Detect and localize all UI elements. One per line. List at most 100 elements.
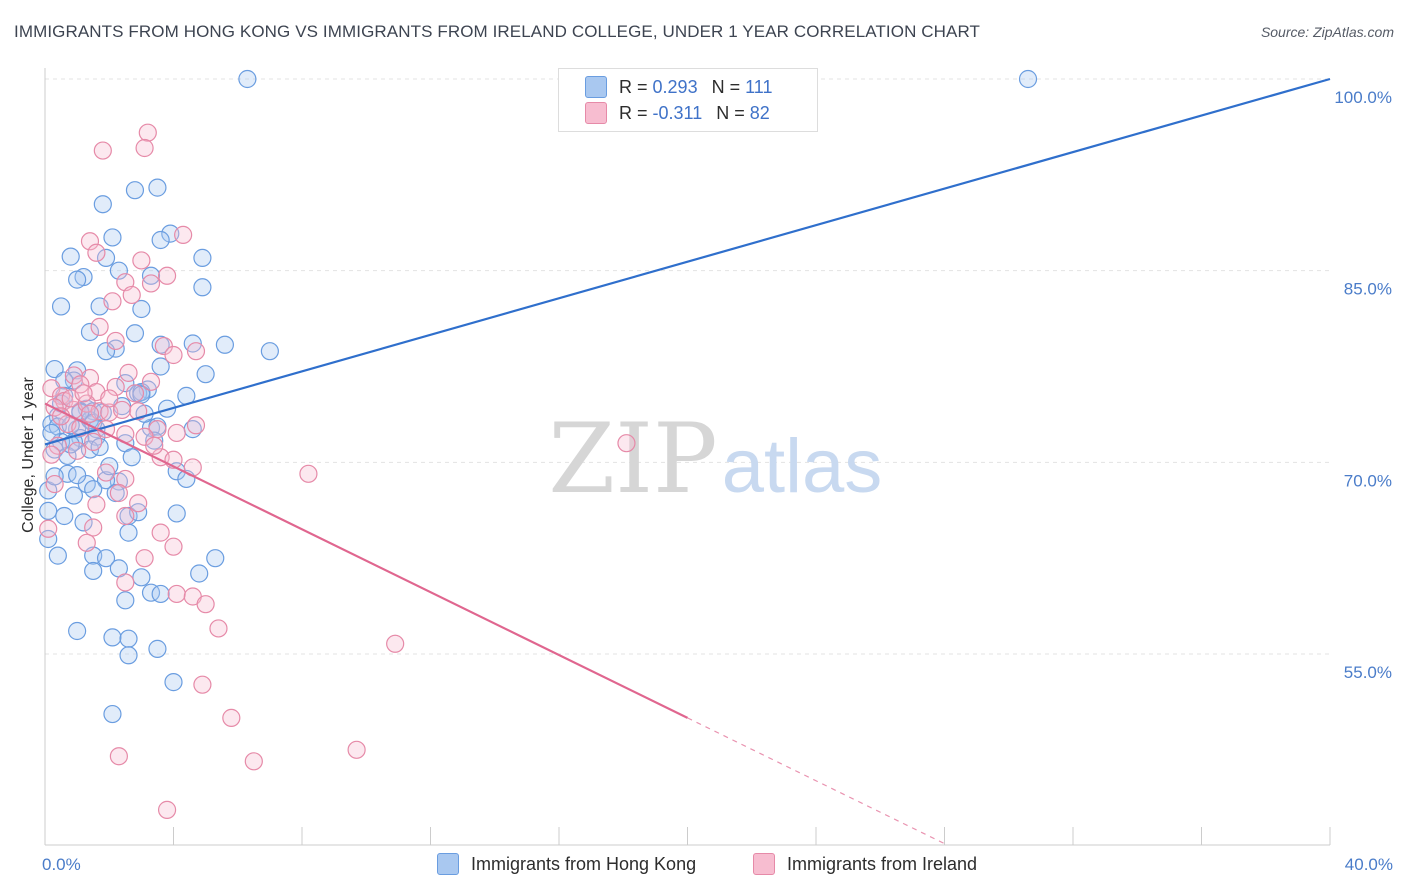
data-point [109,261,128,280]
data-point [42,445,61,464]
data-point [87,495,106,514]
data-point [122,285,141,305]
trend-line-hong-kong [44,77,1331,446]
chart-title: IMMIGRANTS FROM HONG KONG VS IMMIGRANTS … [14,22,981,41]
data-point [186,416,206,435]
data-point [215,335,234,354]
data-point [122,448,141,467]
y-tick-label: 85.0% [1344,280,1392,299]
data-point [68,466,87,485]
data-point [84,518,103,537]
data-point [42,379,61,398]
y-tick-label: 100.0% [1334,88,1392,107]
data-point [87,243,106,262]
data-point [347,740,366,759]
data-point [141,372,161,391]
data-point [141,274,161,293]
data-point [209,619,228,638]
data-point [299,464,318,483]
data-point [68,270,87,289]
watermark: ZIP atlas [548,403,882,515]
data-point [222,708,241,727]
data-point [96,248,116,267]
data-point [116,573,135,592]
data-point [80,232,100,251]
trend-line-ireland-extension [687,717,948,846]
data-point [125,181,145,200]
data-point [132,251,151,270]
bottom-legend-label-ireland: Immigrants from Ireland [787,853,978,874]
data-point [132,568,151,587]
data-point [151,584,170,604]
legend: R = 0.293 N = 111 R = -0.311 N = 82 [558,68,818,132]
data-point [109,483,128,503]
legend-n-label: N = [711,76,741,97]
bottom-legend-swatch-ireland [753,853,775,875]
data-point [100,389,119,408]
data-point [119,629,138,648]
data-point [51,297,71,316]
data-point [186,342,206,361]
data-point [103,628,122,647]
data-point [109,747,128,766]
data-point [119,523,138,542]
watermark-zip: ZIP [548,403,717,515]
y-axis-label: College, Under 1 year [20,377,37,533]
data-point [129,402,148,421]
data-point [39,501,58,520]
data-point [74,384,93,403]
data-point [145,436,164,455]
data-point [132,299,151,319]
data-point [80,404,100,423]
y-tick-label: 55.0% [1344,663,1392,682]
data-point [96,549,116,568]
data-point [151,523,170,542]
data-point [103,228,122,247]
data-point [244,752,263,771]
data-point [39,519,58,538]
data-point [196,365,215,384]
data-point [174,225,193,244]
y-tick-label: 70.0% [1344,471,1392,490]
data-point [135,549,154,568]
data-point [39,529,58,549]
data-point [112,400,132,420]
data-point [116,591,135,610]
legend-n-value: 111 [745,76,773,97]
bottom-legend-ireland: Immigrants from Ireland [753,852,977,876]
data-point [386,634,405,653]
data-point [617,434,636,453]
data-point [135,138,154,158]
data-point [206,549,225,568]
tick-labels: 55.0% 70.0% 85.0% 100.0% 0.0% 40.0% [42,88,1393,874]
data-point [68,621,87,641]
data-point [190,564,209,583]
data-point [148,178,167,197]
data-point [141,583,161,602]
series-hong-kong [39,69,1038,724]
data-point [164,673,183,692]
data-point [193,248,212,267]
data-point [84,432,103,451]
grid-lines [45,78,1330,655]
legend-swatch-hong-kong [585,76,607,98]
data-point [148,639,167,658]
bottom-legend-label-hong-kong: Immigrants from Hong Kong [471,853,697,874]
legend-r-label: R = [619,76,648,97]
data-point [238,69,257,89]
series-ireland [39,123,636,819]
legend-r-label: R = [619,102,648,123]
data-point [125,324,145,343]
trend-line-ireland [44,402,688,719]
data-point [74,513,93,532]
data-point [260,342,279,361]
data-point [151,357,170,376]
data-point [145,431,164,450]
data-point [167,504,186,523]
data-point [90,317,109,336]
data-point [193,675,212,694]
data-point [151,230,170,250]
data-point [84,480,103,499]
source-note: Source: ZipAtlas.com [1260,24,1394,40]
